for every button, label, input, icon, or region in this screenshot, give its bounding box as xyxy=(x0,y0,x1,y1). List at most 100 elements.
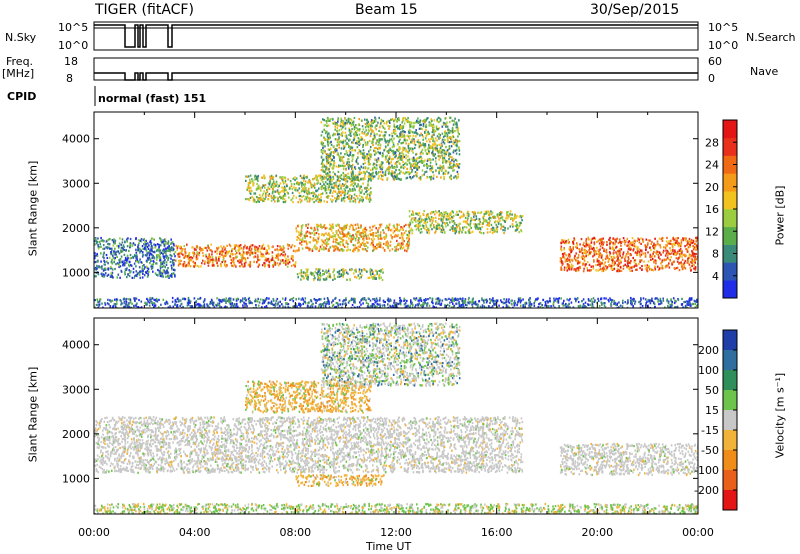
heatmap-cell xyxy=(322,180,324,183)
heatmap-cell xyxy=(282,197,284,200)
heatmap-cell xyxy=(197,253,199,256)
heatmap-cell xyxy=(152,263,155,266)
heatmap-cell xyxy=(325,153,328,156)
heatmap-cell xyxy=(309,197,312,200)
heatmap-cell xyxy=(348,139,350,142)
heatmap-cell xyxy=(408,170,410,174)
heatmap-cell xyxy=(254,255,256,258)
heatmap-cell xyxy=(440,230,442,233)
heatmap-cell xyxy=(121,238,124,241)
heatmap-cell xyxy=(364,232,367,235)
heatmap-cell xyxy=(196,257,198,260)
heatmap-cell xyxy=(313,246,315,249)
heatmap-cell xyxy=(351,168,354,171)
heatmap-cell xyxy=(323,136,325,139)
heatmap-cell xyxy=(459,222,461,225)
heatmap-cell xyxy=(328,272,330,275)
heatmap-cell xyxy=(354,174,357,177)
heatmap-cell xyxy=(491,229,494,232)
heatmap-cell xyxy=(351,188,354,191)
heatmap-cell xyxy=(365,269,367,273)
heatmap-cell xyxy=(430,166,433,169)
heatmap-cell xyxy=(372,143,374,146)
heatmap-cell xyxy=(258,258,261,261)
heatmap-cell xyxy=(588,245,591,248)
heatmap-cell xyxy=(337,133,339,136)
heatmap-cell xyxy=(369,126,372,129)
heatmap-cell xyxy=(326,162,328,165)
heatmap-cell xyxy=(382,161,384,164)
heatmap-cell xyxy=(327,269,330,273)
heatmap-cell xyxy=(585,249,588,253)
heatmap-cell xyxy=(207,255,210,258)
heatmap-cell xyxy=(307,226,309,229)
heatmap-cell xyxy=(376,235,379,238)
heatmap-cell xyxy=(263,255,265,258)
heatmap-cell xyxy=(307,188,310,192)
heatmap-cell xyxy=(333,274,336,277)
heatmap-cell xyxy=(627,264,630,267)
heatmap-cell xyxy=(176,248,178,251)
heatmap-cell xyxy=(199,248,201,251)
heatmap-cell xyxy=(171,241,173,244)
heatmap-cell xyxy=(565,254,567,257)
heatmap-cell xyxy=(398,223,400,226)
heatmap-cell xyxy=(283,250,285,253)
heatmap-cell xyxy=(207,246,210,250)
heatmap-cell xyxy=(215,259,217,262)
heatmap-cell xyxy=(302,188,304,191)
heatmap-cell xyxy=(369,271,372,274)
heatmap-cell xyxy=(100,252,102,255)
heatmap-cell xyxy=(687,242,689,246)
heatmap-cell xyxy=(146,257,149,260)
heatmap-cell xyxy=(249,196,252,199)
heatmap-cell xyxy=(123,264,126,267)
freq-panel xyxy=(93,57,699,81)
heatmap-cell xyxy=(150,253,153,256)
heatmap-cell xyxy=(665,252,668,255)
heatmap-cell xyxy=(103,247,106,250)
heatmap-cell xyxy=(283,190,285,193)
heatmap-cell xyxy=(385,131,387,134)
heatmap-cell xyxy=(342,184,345,187)
heatmap-cell xyxy=(430,217,433,220)
heatmap-cell xyxy=(234,253,237,256)
heatmap-cell xyxy=(445,160,448,163)
heatmap-cell xyxy=(586,266,588,270)
power-heatmap xyxy=(94,116,698,308)
heatmap-cell xyxy=(245,198,247,201)
heatmap-cell xyxy=(159,274,162,277)
heatmap-cell xyxy=(249,264,251,267)
heatmap-cell xyxy=(502,229,504,232)
heatmap-cell xyxy=(161,274,163,277)
heatmap-cell xyxy=(278,264,280,267)
heatmap-cell xyxy=(340,117,342,120)
heatmap-cell xyxy=(101,239,104,242)
heatmap-cell xyxy=(396,148,398,151)
heatmap-cell xyxy=(411,147,413,150)
heatmap-cell xyxy=(686,243,688,247)
heatmap-cell xyxy=(371,174,373,177)
heatmap-cell xyxy=(585,243,588,246)
heatmap-cell xyxy=(321,175,323,178)
heatmap-cell xyxy=(336,180,339,183)
heatmap-cell xyxy=(361,232,363,235)
heatmap-cell xyxy=(486,231,489,234)
heatmap-cell xyxy=(316,189,319,192)
heatmap-cell xyxy=(402,126,404,129)
heatmap-cell xyxy=(354,201,357,204)
heatmap-cell xyxy=(397,143,399,146)
heatmap-cell xyxy=(409,130,412,133)
heatmap-cell xyxy=(306,230,309,233)
heatmap-cell xyxy=(433,213,436,216)
heatmap-cell xyxy=(369,269,371,272)
heatmap-cell xyxy=(219,263,222,266)
heatmap-cell xyxy=(407,151,410,154)
heatmap-cell xyxy=(172,243,175,246)
heatmap-cell xyxy=(451,227,453,230)
heatmap-cell xyxy=(419,119,422,122)
heatmap-cell xyxy=(361,119,363,122)
heatmap-cell xyxy=(398,243,401,247)
heatmap-cell xyxy=(296,230,298,233)
heatmap-cell xyxy=(329,178,331,181)
